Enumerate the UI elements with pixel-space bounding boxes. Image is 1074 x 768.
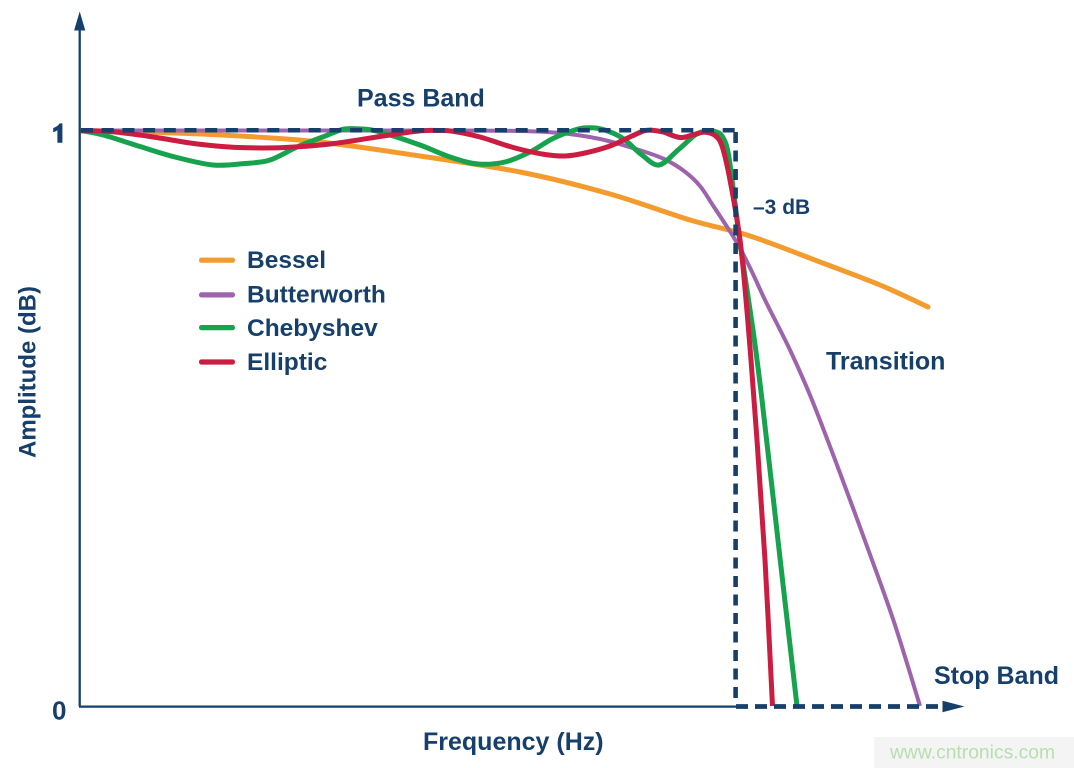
svg-text:Stop Band: Stop Band (934, 662, 1059, 690)
svg-text:Butterworth: Butterworth (247, 281, 386, 308)
svg-text:–3 dB: –3 dB (753, 196, 810, 219)
svg-text:Amplitude (dB): Amplitude (dB) (15, 286, 42, 458)
svg-text:Bessel: Bessel (247, 247, 326, 274)
svg-text:Pass Band: Pass Band (357, 85, 485, 113)
svg-text:www.cntronics.com: www.cntronics.com (889, 743, 1055, 764)
svg-text:Chebyshev: Chebyshev (247, 315, 378, 342)
svg-text:Frequency (Hz): Frequency (Hz) (423, 728, 604, 756)
svg-text:Transition: Transition (826, 348, 945, 376)
svg-text:0: 0 (52, 696, 66, 726)
svg-text:Elliptic: Elliptic (247, 349, 327, 376)
